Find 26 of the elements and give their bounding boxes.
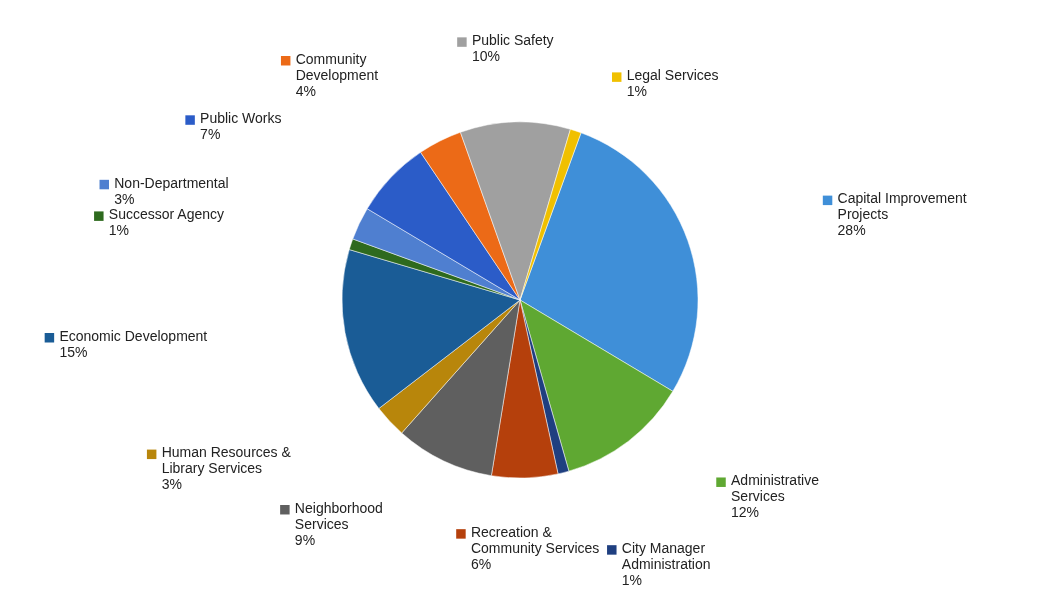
legend-label: Community Development xyxy=(295,50,379,83)
data-label: 3% xyxy=(114,190,135,207)
data-label: 1% xyxy=(626,83,647,100)
data-label: 12% xyxy=(731,504,760,521)
data-label: 28% xyxy=(837,222,866,239)
data-label: 4% xyxy=(295,82,316,99)
legend-label: Public Safety xyxy=(471,32,554,49)
data-label: 1% xyxy=(621,571,643,588)
legend-label: Recreation & Community Services xyxy=(470,523,600,556)
data-label: 1% xyxy=(108,222,130,239)
legend-label: Neighborhood Services xyxy=(294,499,383,532)
data-label: 3% xyxy=(161,476,182,493)
data-label: 9% xyxy=(294,531,316,548)
data-label: 10% xyxy=(471,48,500,65)
legend-label: Administrative Services xyxy=(731,472,820,505)
data-label: 7% xyxy=(200,126,221,143)
legend-label: Non-Departmental xyxy=(114,174,229,191)
legend-label: Capital Improvement Projects xyxy=(837,190,967,223)
legend-label: Human Resources & Library Services xyxy=(161,444,292,477)
data-label: 15% xyxy=(59,343,88,360)
legend-label: Successor Agency xyxy=(108,206,224,223)
legend-label: Public Works xyxy=(200,110,282,127)
legend-label: City Manager Administration xyxy=(621,539,711,572)
legend-label: Economic Development xyxy=(59,327,208,344)
legend-label: Legal Services xyxy=(626,67,719,84)
data-label: 6% xyxy=(470,555,492,572)
